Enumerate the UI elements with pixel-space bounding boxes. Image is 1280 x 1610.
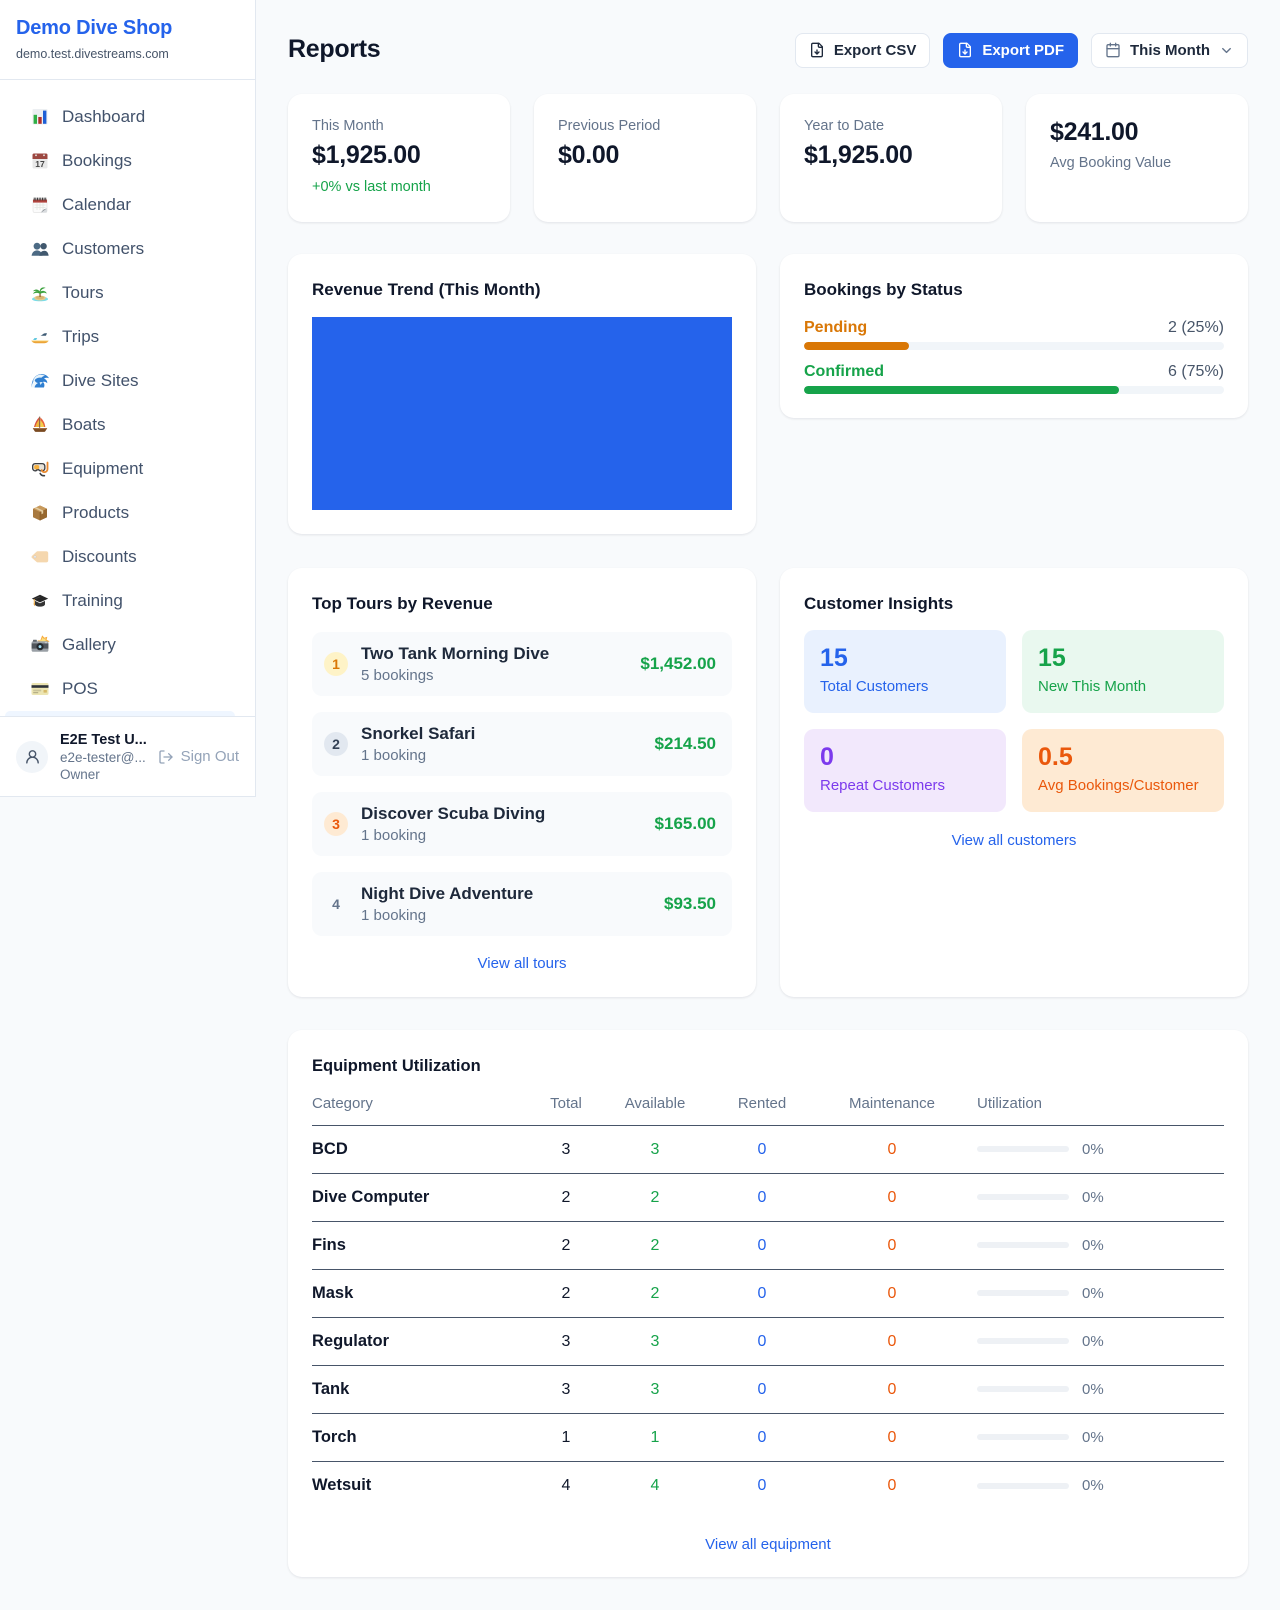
svg-text:17: 17 — [35, 159, 45, 169]
